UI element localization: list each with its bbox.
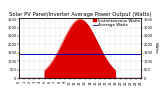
Title: Solar PV Panel/Inverter Average Power Output (Watts): Solar PV Panel/Inverter Average Power Ou… [9,12,151,17]
Y-axis label: Watts: Watts [154,42,158,54]
Legend: Instantaneous Watts, Average Watts: Instantaneous Watts, Average Watts [93,18,140,28]
